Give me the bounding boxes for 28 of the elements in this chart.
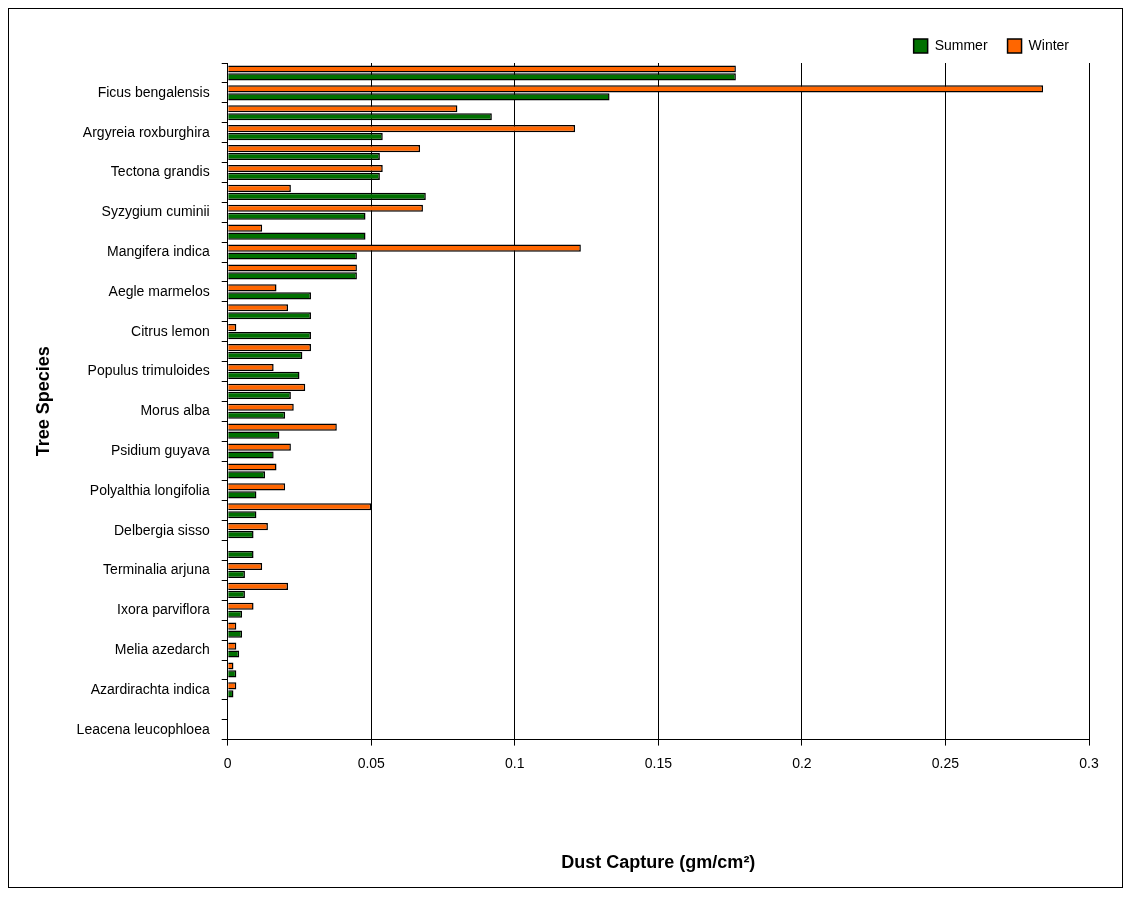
y-tick-label: Tectona grandis	[110, 163, 210, 180]
x-tick-label: 0.25	[931, 754, 960, 771]
y-tick-label: Delbergia sisso	[114, 521, 210, 538]
y-tick-label: Argyreia roxburghira	[82, 123, 210, 140]
x-axis-title: Dust Capture (gm/cm²)	[561, 852, 756, 873]
y-tick-label: Citrus lemon	[131, 322, 210, 339]
y-tick-label: Aegle marmelos	[108, 282, 210, 299]
y-tick-label: Mangifera indica	[106, 242, 210, 259]
y-tick-label: Ficus bengalensis	[97, 83, 210, 100]
y-tick-label: Azardirachta indica	[90, 680, 210, 697]
y-tick-label: Ixora parviflora	[117, 601, 210, 618]
x-tick-label: 0.2	[792, 754, 812, 771]
x-tick-label: 0.1	[505, 754, 525, 771]
y-axis-title: Tree Species	[32, 346, 53, 457]
x-tick-label: 0.3	[1079, 754, 1099, 771]
y-tick-label: Morus alba	[140, 402, 210, 419]
legend-label: Summer	[934, 36, 988, 53]
y-tick-label: Polyalthia longifolia	[89, 481, 210, 498]
x-tick-label: 0	[223, 754, 232, 771]
x-tick-label: 0.05	[357, 754, 386, 771]
x-tick-label: 0.15	[644, 754, 673, 771]
y-tick-label: Populus trimuloides	[87, 362, 210, 379]
y-tick-label: Terminalia arjuna	[103, 561, 210, 578]
legend-label: Winter	[1028, 36, 1070, 53]
y-tick-label: Psidium guyava	[110, 441, 210, 458]
y-tick-label: Melia azedarch	[114, 640, 210, 657]
y-tick-label: Syzygium cuminii	[101, 203, 210, 220]
y-tick-label: Leacena leucophloea	[76, 720, 210, 737]
